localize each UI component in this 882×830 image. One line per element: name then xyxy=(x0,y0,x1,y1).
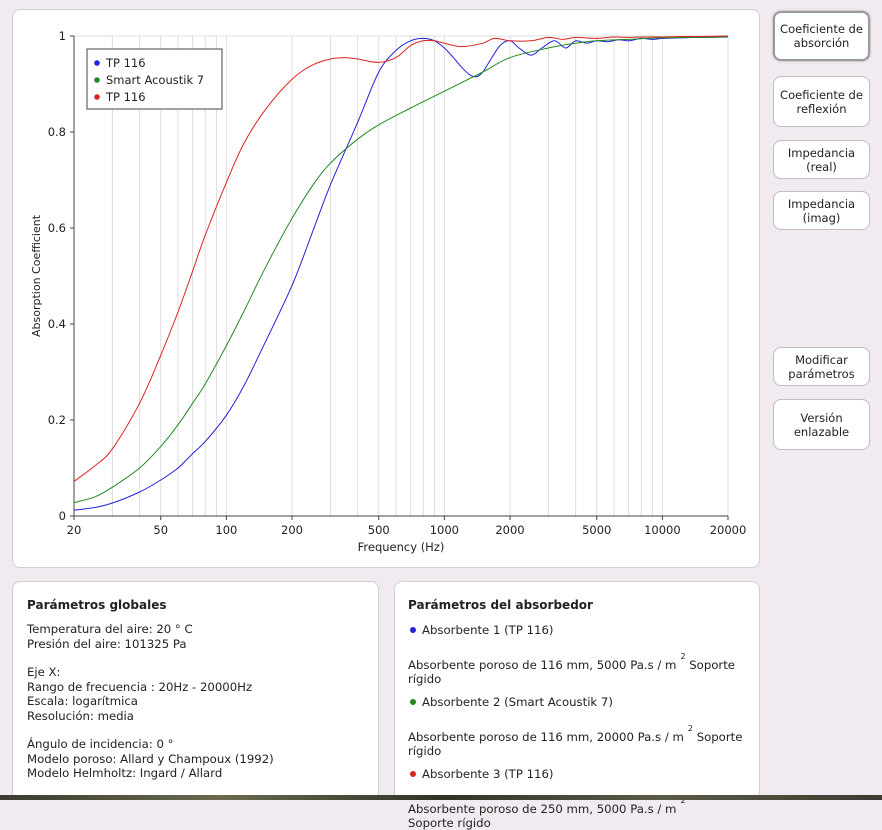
param-line: Resolución: media xyxy=(27,708,134,723)
reflection-coefficient-button[interactable]: Coeficiente de reflexión xyxy=(773,76,870,127)
y-tick-label: 0.4 xyxy=(48,317,66,331)
y-axis-label: Absorption Coefficient xyxy=(30,214,43,337)
global-parameters-panel: Parámetros globales Temperatura del aire… xyxy=(12,581,379,800)
x-tick-label: 20 xyxy=(67,523,82,537)
param-line: Temperatura del aire: 20 ° C xyxy=(27,622,193,636)
legend-label: Smart Acoustik 7 xyxy=(106,73,204,87)
absorber-color-dot xyxy=(410,771,416,777)
legend-marker xyxy=(94,60,100,66)
absorber-support-2: rígido xyxy=(408,672,442,686)
y-tick-label: 0.6 xyxy=(48,221,66,235)
absorber-title: Absorbente 3 (TP 116) xyxy=(422,767,554,781)
modify-parameters-button[interactable]: Modificar parámetros xyxy=(773,347,870,386)
absorber-title: Absorbente 1 (TP 116) xyxy=(422,623,554,637)
chart-panel: 0 0.2 0.4 0.6 0.8 1 20 50 100 200 500 1000 2000 5000 1… xyxy=(12,9,760,568)
x-tick-label: 500 xyxy=(368,523,390,537)
absorption-chart: 0 0.2 0.4 0.6 0.8 1 20 50 100 200 500 1000 2000 5000 1… xyxy=(30,29,746,554)
series-line-3 xyxy=(73,35,729,482)
param-line: Ángulo de incidencia: 0 ° xyxy=(27,737,174,751)
chart-grid xyxy=(73,35,729,516)
impedance-real-button[interactable]: Impedancia (real) xyxy=(773,140,870,179)
x-tick-label: 100 xyxy=(215,523,237,537)
absorber-parameters-title: Parámetros del absorbedor xyxy=(408,598,593,612)
impedance-real-label: Impedancia (real) xyxy=(787,145,856,174)
absorber-exponent: 2 xyxy=(680,652,686,661)
x-tick-label: 20000 xyxy=(710,523,747,537)
param-line: Rango de frecuencia : 20Hz - 20000Hz xyxy=(27,679,253,694)
reflection-coefficient-label: Coeficiente de reflexión xyxy=(780,87,863,116)
legend-label: TP 116 xyxy=(105,56,146,70)
param-line: Presión del aire: 101325 Pa xyxy=(27,636,187,651)
series-line-2 xyxy=(73,36,729,504)
absorber-title: Absorbente 2 (Smart Acoustik 7) xyxy=(422,695,613,709)
x-tick-label: 200 xyxy=(281,523,303,537)
chart-series xyxy=(73,35,729,511)
absorber-item: Absorbente 1 (TP 116) Absorbente poroso … xyxy=(408,622,759,686)
x-tick-label: 5000 xyxy=(582,523,611,537)
x-tick-label: 50 xyxy=(153,523,168,537)
absorber-description: Absorbente poroso de 116 mm, 5000 Pa.s /… xyxy=(408,658,677,672)
absorber-color-dot xyxy=(410,699,416,705)
absorber-support: Soporte xyxy=(689,658,735,672)
param-line: Modelo Helmholtz: Ingard / Allard xyxy=(27,766,223,780)
x-axis-label: Frequency (Hz) xyxy=(358,540,445,554)
param-line: Eje X: xyxy=(27,665,61,679)
legend-label: TP 116 xyxy=(105,90,146,104)
impedance-imag-label: Impedancia (imag) xyxy=(787,196,856,225)
bottom-edge-strip xyxy=(0,795,882,800)
linkable-version-button[interactable]: Versión enlazable xyxy=(773,399,870,450)
absorber-support-2: rígido xyxy=(408,744,442,758)
legend-box xyxy=(86,48,223,110)
modify-parameters-label: Modificar parámetros xyxy=(788,352,855,381)
absorption-coefficient-button[interactable]: Coeficiente de absorción xyxy=(773,11,870,61)
linkable-version-label: Versión enlazable xyxy=(793,410,850,439)
absorber-description: Absorbente poroso de 116 mm, 20000 Pa.s … xyxy=(408,730,684,744)
param-line: Modelo poroso: Allard y Champoux (1992) xyxy=(27,751,274,766)
legend-marker xyxy=(94,77,100,83)
y-tick-label: 0.2 xyxy=(48,413,66,427)
absorption-coefficient-label: Coeficiente de absorción xyxy=(780,22,863,50)
x-tick-label: 1000 xyxy=(430,523,459,537)
absorber-parameters-panel: Parámetros del absorbedor Absorbente 1 (… xyxy=(394,581,760,830)
chart-legend: TP 116 Smart Acoustik 7 TP 116 xyxy=(86,48,223,110)
absorber-color-dot xyxy=(410,627,416,633)
absorber-exponent: 2 xyxy=(687,724,693,733)
y-tick-label: 0 xyxy=(59,509,66,523)
y-tick-label: 1 xyxy=(59,29,66,43)
y-tick-label: 0.8 xyxy=(48,125,66,139)
x-tick-label: 10000 xyxy=(644,523,681,537)
absorber-item: Absorbente 2 (Smart Acoustik 7) Absorben… xyxy=(408,694,759,758)
impedance-imag-button[interactable]: Impedancia (imag) xyxy=(773,191,870,230)
param-line: Escala: logarítmica xyxy=(27,694,138,708)
chart-axes: 0 0.2 0.4 0.6 0.8 1 20 50 100 200 500 1000 2000 5000 1… xyxy=(30,29,746,554)
absorber-description: Absorbente poroso de 250 mm, 5000 Pa.s /… xyxy=(408,802,677,816)
absorber-support-2: Soporte rígido xyxy=(408,816,491,830)
absorber-support: Soporte xyxy=(696,730,743,744)
legend-marker xyxy=(94,94,100,100)
x-tick-label: 2000 xyxy=(495,523,524,537)
global-parameters-title: Parámetros globales xyxy=(27,598,167,612)
